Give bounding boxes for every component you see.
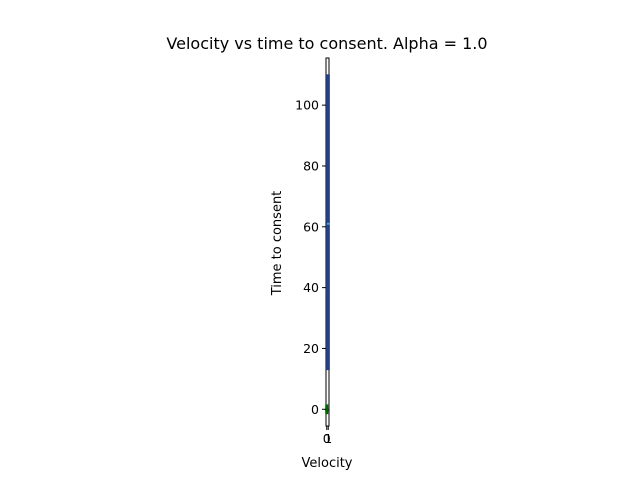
y-tick-label: 20 [303, 341, 319, 356]
box-zero-mark [325, 404, 329, 415]
plot-area [325, 57, 330, 427]
x-axis: 01 [323, 426, 332, 446]
box-1 [326, 74, 330, 371]
y-tick-label: 60 [303, 219, 319, 234]
y-tick-label: 40 [303, 280, 319, 295]
y-axis-label: Time to consent [270, 191, 285, 297]
box-body [326, 74, 330, 371]
y-tick-label: 0 [311, 402, 319, 417]
y-tick-label: 80 [303, 158, 319, 173]
y-tick-label: 100 [295, 98, 319, 113]
chart-title: Velocity vs time to consent. Alpha = 1.0 [166, 34, 487, 53]
x-tick-label: 1 [324, 431, 332, 446]
y-axis: 0 20 40 60 80 100 [295, 98, 326, 417]
x-axis-label: Velocity [302, 456, 353, 471]
x-tick-label: 0 [323, 431, 331, 446]
